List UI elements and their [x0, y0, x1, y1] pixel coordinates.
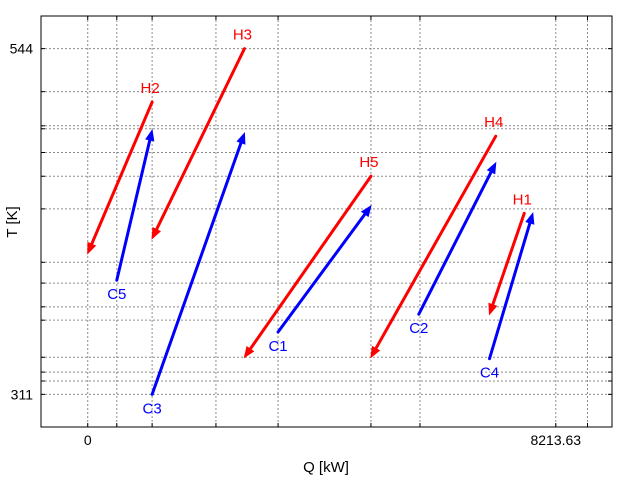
stream-c2-arrowhead [486, 161, 497, 175]
x-tick-label: 0 [84, 432, 92, 448]
stream-c5-label: C5 [107, 286, 126, 303]
stream-h5-arrowhead [243, 345, 255, 359]
stream-c2-arrow [417, 161, 497, 316]
y-tick-label: 311 [11, 386, 34, 402]
stream-h1-arrowhead [488, 302, 498, 316]
stream-c1-label: C1 [268, 338, 287, 355]
stream-h5-arrow [243, 174, 373, 359]
stream-c2-line [417, 170, 493, 316]
stream-h1-label: H1 [513, 191, 532, 208]
y-axis-label: T [K] [4, 206, 21, 237]
stream-h3-arrow [151, 47, 246, 240]
stream-c2-label: C2 [409, 320, 428, 337]
stream-c3-line [150, 141, 243, 396]
grid [41, 16, 612, 427]
stream-h2-label: H2 [141, 80, 160, 97]
stream-h2-arrowhead [87, 241, 97, 255]
stream-c3-label: C3 [143, 400, 162, 417]
stream-c3-arrow [150, 131, 246, 396]
stream-h3-arrowhead [151, 227, 161, 240]
stream-h5-line [248, 174, 373, 351]
stream-h5-label: H5 [359, 154, 378, 171]
stream-labels: H1 H2 H3 H4 H5 C1 C2 C3 C4 C5 [107, 27, 532, 418]
stream-c1-arrow [276, 204, 372, 334]
y-tick-label: 544 [10, 41, 34, 57]
axis-ticks [41, 16, 612, 427]
x-tick-labels: 0 8213.63 [84, 432, 581, 448]
stream-c1-arrowhead [360, 204, 372, 218]
stream-h3-label: H3 [233, 27, 252, 44]
stream-c4-line [487, 221, 532, 361]
stream-h1-arrow [488, 211, 526, 316]
stream-c4-arrowhead [525, 212, 535, 225]
stream-h4-line [374, 134, 498, 351]
stream-h4-arrow [370, 134, 498, 359]
stream-c1-line [276, 212, 367, 334]
x-axis-label: Q [kW] [303, 459, 349, 476]
stream-h4-arrowhead [370, 345, 381, 359]
plot-frame [40, 15, 613, 428]
stream-h3-line [154, 47, 246, 232]
stream-c3-arrowhead [236, 131, 246, 145]
stream-c5-line [115, 138, 152, 282]
stream-c4-arrow [487, 212, 535, 361]
stream-h4-label: H4 [484, 114, 503, 131]
stream-arrows [87, 47, 535, 396]
stream-h2-line [90, 100, 154, 246]
stream-c5-arrow [115, 128, 155, 282]
stream-h1-line [491, 211, 526, 307]
stream-h2-arrow [87, 100, 154, 255]
stream-c5-arrowhead [145, 128, 155, 142]
y-tick-labels: 544 311 [10, 41, 34, 403]
stream-c4-label: C4 [480, 365, 499, 382]
x-tick-label: 8213.63 [530, 432, 581, 448]
